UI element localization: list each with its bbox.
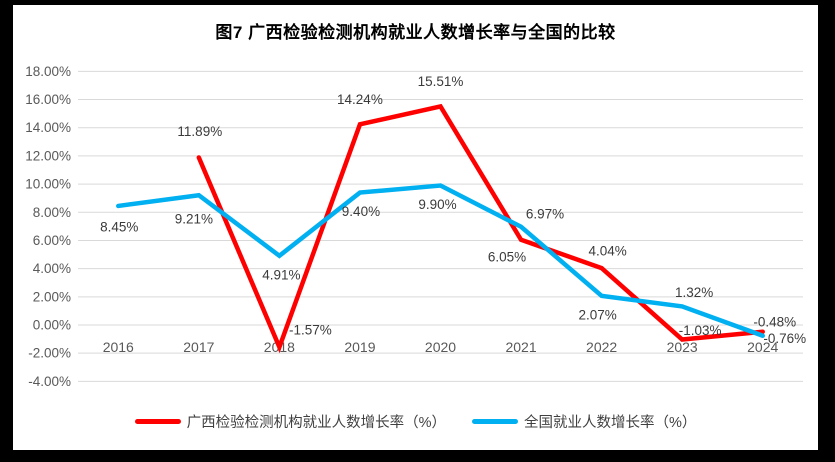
data-point-label: 8.45% bbox=[100, 219, 138, 234]
y-axis-tick-label: 10.00% bbox=[25, 177, 71, 192]
y-axis-tick-label: 0.00% bbox=[33, 318, 71, 333]
legend-label-national: 全国就业人数增长率（%） bbox=[524, 415, 697, 431]
data-point-label: 11.89% bbox=[177, 124, 222, 139]
y-axis-tick-label: 16.00% bbox=[25, 92, 71, 107]
y-axis-tick-label: 4.00% bbox=[33, 261, 71, 276]
legend-red-line-marker bbox=[134, 419, 181, 424]
x-axis-year-label: 2017 bbox=[183, 339, 214, 355]
data-point-label: -0.76% bbox=[763, 331, 806, 346]
data-point-label: 6.97% bbox=[526, 206, 564, 221]
y-axis-tick-label: 8.00% bbox=[33, 205, 71, 220]
national-series-line bbox=[116, 183, 765, 338]
x-axis-year-label: 2019 bbox=[344, 339, 375, 355]
data-point-label: 2.07% bbox=[578, 307, 616, 322]
legend: 广西检验检测机构就业人数增长率（%） 全国就业人数增长率（%） bbox=[13, 411, 818, 432]
legend-label-guangxi: 广西检验检测机构就业人数增长率（%） bbox=[186, 415, 446, 431]
data-point-label: 4.91% bbox=[262, 267, 300, 282]
line-chart-plot: 18.00% 16.00% 14.00% 12.00% 10.00% 8.00% 6.00%… bbox=[25, 64, 806, 389]
data-point-label: 6.05% bbox=[488, 249, 526, 264]
data-point-label: -0.48% bbox=[753, 314, 796, 329]
y-axis-tick-label: -4.00% bbox=[28, 374, 71, 389]
chart-panel: 图7 广西检验检测机构就业人数增长率与全国的比较 18.00% 16.00% 14.… bbox=[13, 5, 818, 450]
data-point-label: 9.40% bbox=[342, 204, 380, 219]
y-axis-tick-label: 14.00% bbox=[25, 120, 71, 135]
data-point-label: 1.32% bbox=[675, 285, 713, 300]
x-axis-year-label: 2016 bbox=[103, 339, 134, 355]
legend-item-guangxi: 广西检验检测机构就业人数增长率（%） bbox=[134, 411, 446, 432]
guangxi-series-line bbox=[196, 103, 765, 354]
data-point-label: 15.51% bbox=[418, 74, 464, 89]
x-axis-year-label: 2021 bbox=[505, 339, 536, 355]
data-point-label: -1.03% bbox=[679, 323, 722, 338]
legend-item-national: 全国就业人数增长率（%） bbox=[472, 411, 696, 432]
y-axis-tick-label: -2.00% bbox=[28, 346, 71, 361]
chart-title: 图7 广西检验检测机构就业人数增长率与全国的比较 bbox=[215, 23, 616, 42]
y-axis-tick-label: 18.00% bbox=[25, 64, 71, 79]
y-axis-tick-label: 12.00% bbox=[25, 148, 71, 163]
data-point-label: -1.57% bbox=[289, 323, 332, 338]
legend-blue-line-marker bbox=[472, 419, 518, 424]
x-axis-year-label: 2020 bbox=[425, 339, 456, 355]
data-point-label: 9.90% bbox=[418, 197, 456, 212]
x-axis-year-label: 2024 bbox=[747, 339, 778, 355]
x-axis-year-label: 2023 bbox=[667, 339, 698, 355]
y-axis-tick-label: 6.00% bbox=[33, 233, 71, 248]
x-axis-year-label: 2022 bbox=[586, 339, 617, 355]
data-point-label: 4.04% bbox=[588, 244, 626, 259]
y-axis-tick-label: 2.00% bbox=[33, 289, 71, 304]
data-point-label: 14.24% bbox=[337, 92, 383, 107]
data-point-label: 9.21% bbox=[175, 212, 213, 227]
